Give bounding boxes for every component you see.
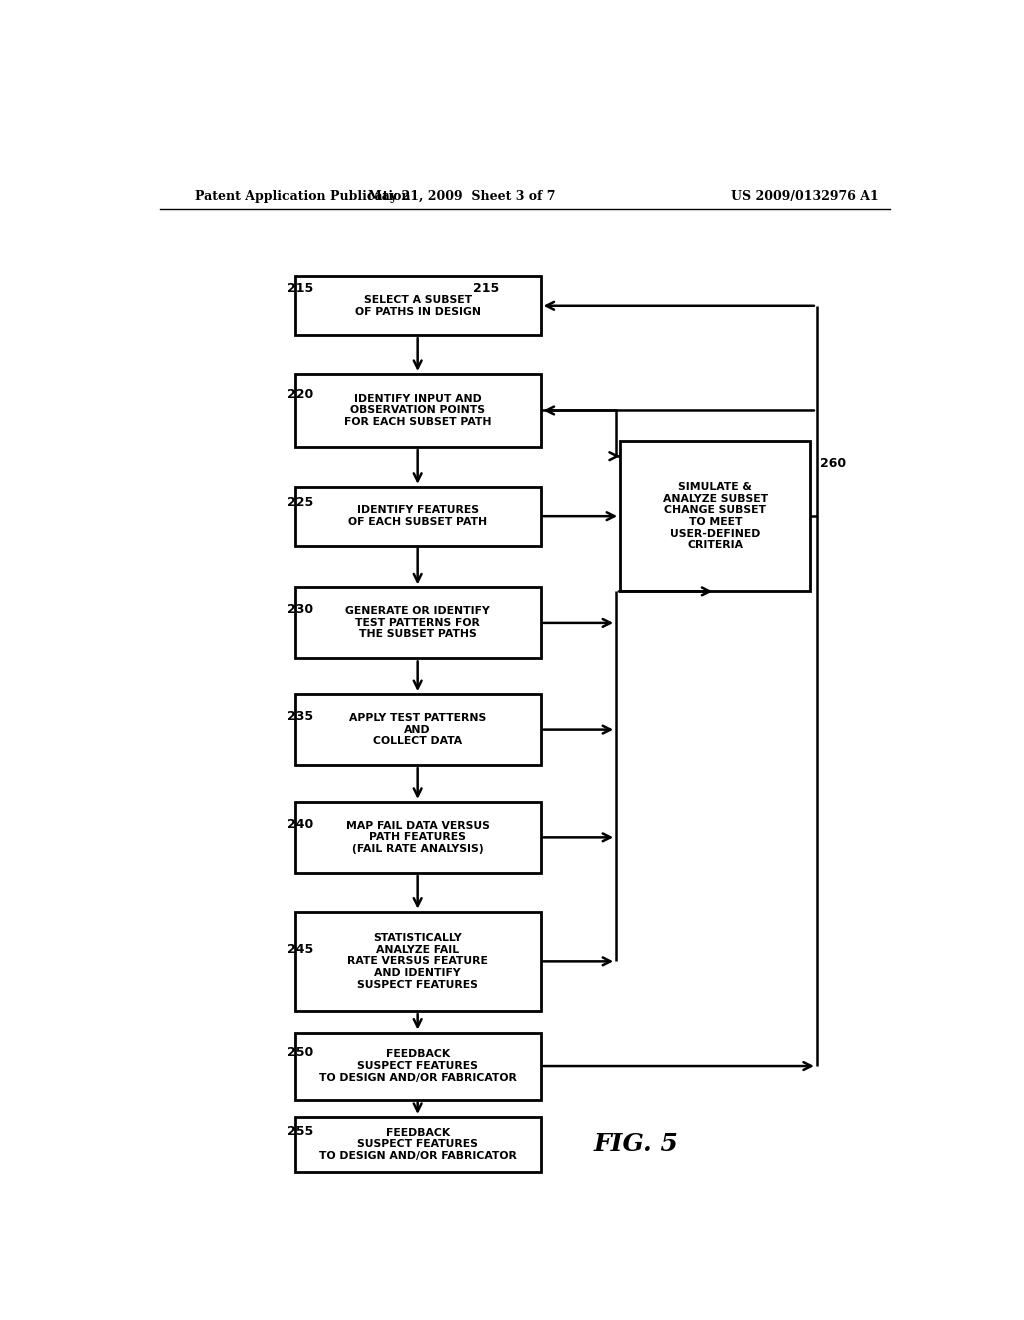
Text: FEEDBACK
SUSPECT FEATURES
TO DESIGN AND/OR FABRICATOR: FEEDBACK SUSPECT FEATURES TO DESIGN AND/… (318, 1127, 516, 1160)
Text: US 2009/0132976 A1: US 2009/0132976 A1 (731, 190, 879, 202)
Text: APPLY TEST PATTERNS
AND
COLLECT DATA: APPLY TEST PATTERNS AND COLLECT DATA (349, 713, 486, 746)
Text: 240: 240 (287, 817, 313, 830)
FancyBboxPatch shape (295, 912, 541, 1011)
Text: FEEDBACK
SUSPECT FEATURES
TO DESIGN AND/OR FABRICATOR: FEEDBACK SUSPECT FEATURES TO DESIGN AND/… (318, 1049, 516, 1082)
Text: IDENTIFY FEATURES
OF EACH SUBSET PATH: IDENTIFY FEATURES OF EACH SUBSET PATH (348, 506, 487, 527)
FancyBboxPatch shape (295, 374, 541, 447)
Text: 220: 220 (287, 388, 313, 401)
FancyBboxPatch shape (620, 441, 811, 591)
FancyBboxPatch shape (295, 487, 541, 545)
Text: 215: 215 (473, 282, 500, 294)
FancyBboxPatch shape (295, 1117, 541, 1172)
Text: 225: 225 (287, 496, 313, 510)
FancyBboxPatch shape (295, 1032, 541, 1100)
Text: MAP FAIL DATA VERSUS
PATH FEATURES
(FAIL RATE ANALYSIS): MAP FAIL DATA VERSUS PATH FEATURES (FAIL… (346, 821, 489, 854)
FancyBboxPatch shape (295, 587, 541, 659)
Text: SELECT A SUBSET
OF PATHS IN DESIGN: SELECT A SUBSET OF PATHS IN DESIGN (354, 294, 480, 317)
Text: IDENTIFY INPUT AND
OBSERVATION POINTS
FOR EACH SUBSET PATH: IDENTIFY INPUT AND OBSERVATION POINTS FO… (344, 393, 492, 428)
FancyBboxPatch shape (295, 801, 541, 873)
FancyBboxPatch shape (295, 276, 541, 335)
FancyBboxPatch shape (295, 694, 541, 766)
Text: 235: 235 (287, 710, 313, 723)
Text: GENERATE OR IDENTIFY
TEST PATTERNS FOR
THE SUBSET PATHS: GENERATE OR IDENTIFY TEST PATTERNS FOR T… (345, 606, 490, 639)
Text: 230: 230 (287, 603, 313, 616)
Text: SIMULATE &
ANALYZE SUBSET
CHANGE SUBSET
TO MEET
USER-DEFINED
CRITERIA: SIMULATE & ANALYZE SUBSET CHANGE SUBSET … (663, 482, 768, 550)
Text: 255: 255 (287, 1125, 313, 1138)
Text: 250: 250 (287, 1047, 313, 1060)
Text: 245: 245 (287, 942, 313, 956)
Text: May 21, 2009  Sheet 3 of 7: May 21, 2009 Sheet 3 of 7 (368, 190, 555, 202)
Text: 215: 215 (287, 282, 313, 294)
Text: Patent Application Publication: Patent Application Publication (196, 190, 411, 202)
Text: 260: 260 (820, 457, 846, 470)
Text: STATISTICALLY
ANALYZE FAIL
RATE VERSUS FEATURE
AND IDENTIFY
SUSPECT FEATURES: STATISTICALLY ANALYZE FAIL RATE VERSUS F… (347, 933, 488, 990)
Text: FIG. 5: FIG. 5 (594, 1133, 678, 1156)
